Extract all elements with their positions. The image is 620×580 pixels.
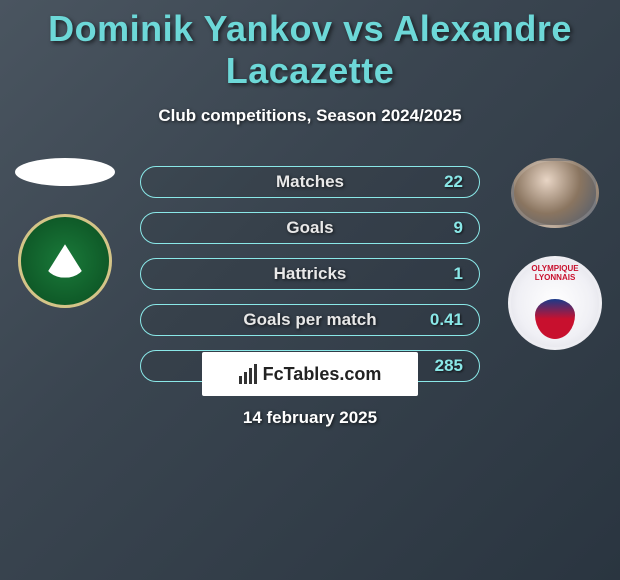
- right-club-badge-icon: OLYMPIQUE LYONNAIS: [508, 256, 602, 350]
- right-player-photo: [511, 158, 599, 228]
- stats-list: Matches 22 Goals 9 Hattricks 1 Goals per…: [140, 166, 480, 382]
- left-player-photo-placeholder: [15, 158, 115, 186]
- stat-right-value: 0.41: [430, 310, 463, 330]
- stat-label: Matches: [276, 172, 344, 192]
- stat-label: Goals per match: [243, 310, 376, 330]
- stat-right-value: 285: [435, 356, 463, 376]
- stat-right-value: 22: [444, 172, 463, 192]
- stat-row-hattricks: Hattricks 1: [140, 258, 480, 290]
- page-title: Dominik Yankov vs Alexandre Lacazette: [0, 0, 620, 92]
- stat-row-goals: Goals 9: [140, 212, 480, 244]
- brand-chart-icon: [239, 364, 257, 384]
- stat-row-matches: Matches 22: [140, 166, 480, 198]
- date-text: 14 february 2025: [0, 408, 620, 428]
- right-player-column: OLYMPIQUE LYONNAIS: [500, 158, 610, 350]
- left-player-column: [10, 158, 120, 308]
- stat-right-value: 1: [454, 264, 463, 284]
- brand-text: FcTables.com: [263, 364, 382, 385]
- stat-right-value: 9: [454, 218, 463, 238]
- brand-box: FcTables.com: [202, 352, 418, 396]
- stat-label: Hattricks: [274, 264, 347, 284]
- subtitle: Club competitions, Season 2024/2025: [0, 106, 620, 126]
- stat-row-goals-per-match: Goals per match 0.41: [140, 304, 480, 336]
- stat-label: Goals: [286, 218, 333, 238]
- left-club-badge-icon: [18, 214, 112, 308]
- right-club-badge-text: OLYMPIQUE LYONNAIS: [531, 265, 578, 283]
